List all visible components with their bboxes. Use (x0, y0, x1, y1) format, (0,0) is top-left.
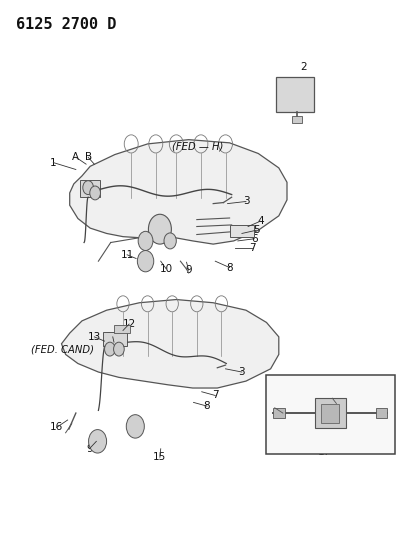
Text: 16: 16 (50, 423, 63, 432)
Text: 3: 3 (238, 367, 245, 377)
Text: 4: 4 (256, 216, 263, 226)
Bar (314, 398, 345, 428)
Bar (291, 116, 301, 123)
Text: 10: 10 (159, 264, 172, 273)
Text: 15: 15 (153, 453, 166, 462)
Bar (80, 180, 99, 197)
Text: A: A (72, 152, 79, 162)
Text: (FED. CAND): (FED. CAND) (31, 344, 94, 354)
Text: B: B (84, 152, 92, 162)
Text: 11: 11 (120, 250, 133, 260)
Polygon shape (61, 300, 278, 388)
Text: 6: 6 (250, 234, 257, 244)
Text: 13: 13 (88, 332, 101, 342)
Polygon shape (70, 140, 286, 244)
Text: 6125 2700 D: 6125 2700 D (16, 17, 117, 32)
Text: 9: 9 (185, 265, 191, 275)
Circle shape (88, 430, 106, 453)
Text: 9: 9 (86, 444, 92, 454)
Text: 7: 7 (248, 243, 255, 253)
Text: 5: 5 (252, 225, 259, 235)
Circle shape (83, 181, 93, 195)
Bar (114, 325, 129, 333)
Text: 3: 3 (242, 197, 249, 206)
Text: 7: 7 (211, 391, 218, 400)
Circle shape (138, 231, 153, 251)
Text: 2: 2 (299, 62, 306, 72)
Text: (FED — H): (FED — H) (172, 142, 223, 151)
Circle shape (126, 415, 144, 438)
Circle shape (164, 233, 176, 249)
Text: 14: 14 (106, 332, 119, 342)
Text: 8: 8 (226, 263, 232, 272)
Circle shape (104, 342, 115, 356)
Circle shape (113, 342, 124, 356)
Bar (230, 225, 254, 237)
Circle shape (148, 214, 171, 244)
Text: 12: 12 (122, 319, 135, 329)
Bar (272, 408, 284, 418)
Text: 17: 17 (317, 447, 330, 457)
Bar (375, 408, 387, 418)
Text: 18: 18 (264, 417, 277, 427)
Text: 19: 19 (321, 410, 334, 419)
Text: 1: 1 (50, 158, 56, 167)
Bar (321, 403, 339, 423)
Bar (103, 332, 127, 346)
Bar (265, 375, 394, 454)
Bar (275, 77, 314, 112)
Text: 8: 8 (203, 401, 210, 411)
Circle shape (137, 251, 153, 272)
Circle shape (90, 186, 100, 200)
